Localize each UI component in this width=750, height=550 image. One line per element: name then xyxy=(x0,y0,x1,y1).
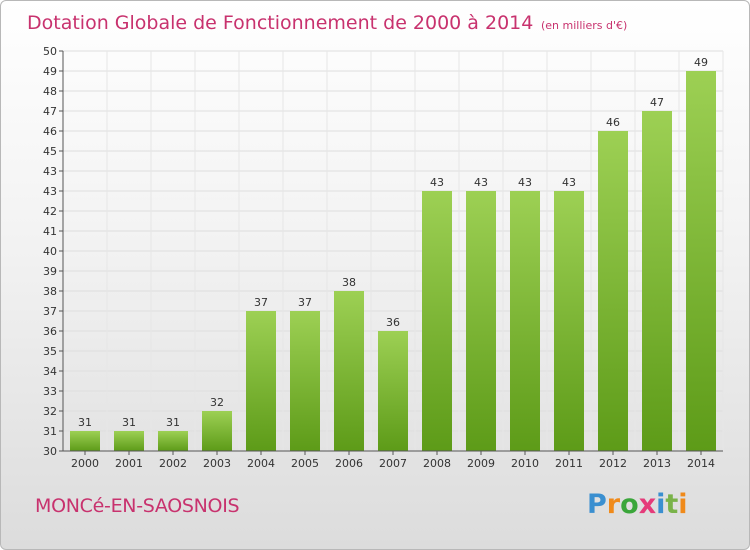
data-label-2009: 43 xyxy=(474,176,488,189)
x-tick-label-2011: 2011 xyxy=(555,457,583,470)
bar-2009[interactable] xyxy=(466,191,496,451)
y-tick-label: 49 xyxy=(43,65,57,78)
bar-2004[interactable] xyxy=(246,311,276,451)
x-tick-label-2012: 2012 xyxy=(599,457,627,470)
x-tick-label-2001: 2001 xyxy=(115,457,143,470)
y-tick-label: 41 xyxy=(43,225,57,238)
x-tick-label-2009: 2009 xyxy=(467,457,495,470)
data-label-2011: 43 xyxy=(562,176,576,189)
x-tick-label-2006: 2006 xyxy=(335,457,363,470)
data-label-2014: 49 xyxy=(694,56,708,69)
y-tick-label: 48 xyxy=(43,85,57,98)
logo-letter: o xyxy=(620,489,639,520)
x-tick-label-2013: 2013 xyxy=(643,457,671,470)
bar-2012[interactable] xyxy=(598,131,628,451)
x-tick-label-2014: 2014 xyxy=(687,457,715,470)
y-tick-label: 38 xyxy=(43,285,57,298)
logo-letter: t xyxy=(665,489,679,520)
bar-2014[interactable] xyxy=(686,71,716,451)
data-label-2002: 31 xyxy=(166,416,180,429)
x-tick-label-2000: 2000 xyxy=(71,457,99,470)
y-tick-label: 30 xyxy=(43,445,57,458)
x-tick-label-2007: 2007 xyxy=(379,457,407,470)
commune-name: MONCé-EN-SAOSNOIS xyxy=(35,495,240,517)
y-tick-label: 37 xyxy=(43,305,57,318)
bar-2007[interactable] xyxy=(378,331,408,451)
data-label-2005: 37 xyxy=(298,296,312,309)
data-label-2000: 31 xyxy=(78,416,92,429)
logo-letter: i xyxy=(656,489,666,520)
bar-2000[interactable] xyxy=(70,431,100,451)
y-tick-label: 43 xyxy=(43,185,57,198)
x-tick-label-2003: 2003 xyxy=(203,457,231,470)
y-tick-label: 36 xyxy=(43,325,57,338)
bar-2002[interactable] xyxy=(158,431,188,451)
chart-unit: (en milliers d'€) xyxy=(541,19,627,32)
data-label-2013: 47 xyxy=(650,96,664,109)
bar-2013[interactable] xyxy=(642,111,672,451)
y-tick-label: 50 xyxy=(43,45,57,58)
bar-2005[interactable] xyxy=(290,311,320,451)
data-label-2008: 43 xyxy=(430,176,444,189)
y-axis: 30 31 32 33 34 35 36 37 38 39 40 41 42 43 43 45 46 47 48 49… xyxy=(43,45,64,458)
data-label-2012: 46 xyxy=(606,116,620,129)
data-label-2004: 37 xyxy=(254,296,268,309)
x-axis: 2000 2001 2002 2003 2004 2005 2006 2007 2008 2009… xyxy=(63,450,723,470)
logo-letter: P xyxy=(587,489,607,520)
x-tick-label-2008: 2008 xyxy=(423,457,451,470)
y-tick-label: 40 xyxy=(43,245,57,258)
logo-letter: x xyxy=(638,489,657,520)
bar-2008[interactable] xyxy=(422,191,452,451)
x-tick-label-2010: 2010 xyxy=(511,457,539,470)
bar-2006[interactable] xyxy=(334,291,364,451)
y-tick-label: 46 xyxy=(43,125,57,138)
y-tick-label: 35 xyxy=(43,345,57,358)
y-tick-label: 45 xyxy=(43,145,57,158)
data-label-2006: 38 xyxy=(342,276,356,289)
bar-2003[interactable] xyxy=(202,411,232,451)
data-label-2003: 32 xyxy=(210,396,224,409)
data-label-2010: 43 xyxy=(518,176,532,189)
y-tick-label: 32 xyxy=(43,405,57,418)
bar-2011[interactable] xyxy=(554,191,584,451)
x-tick-label-2002: 2002 xyxy=(159,457,187,470)
chart-title: Dotation Globale de Fonctionnement de 20… xyxy=(27,12,533,34)
x-tick-label-2004: 2004 xyxy=(247,457,275,470)
bar-2001[interactable] xyxy=(114,431,144,451)
data-label-2007: 36 xyxy=(386,316,400,329)
data-label-2001: 31 xyxy=(122,416,136,429)
x-tick-label-2005: 2005 xyxy=(291,457,319,470)
y-tick-label: 47 xyxy=(43,105,57,118)
y-tick-label: 31 xyxy=(43,425,57,438)
bar-2010[interactable] xyxy=(510,191,540,451)
y-tick-label: 42 xyxy=(43,205,57,218)
logo-letter: i xyxy=(678,489,688,520)
y-tick-label: 39 xyxy=(43,265,57,278)
y-tick-label: 33 xyxy=(43,385,57,398)
proxiti-logo[interactable]: Proxiti xyxy=(587,489,688,520)
y-tick-label: 34 xyxy=(43,365,57,378)
bars: 31 31 31 32 37 37 38 36 43 43 43 43 46 47 49 xyxy=(70,56,716,451)
logo-letter: r xyxy=(606,489,621,520)
y-tick-label: 43 xyxy=(43,165,57,178)
